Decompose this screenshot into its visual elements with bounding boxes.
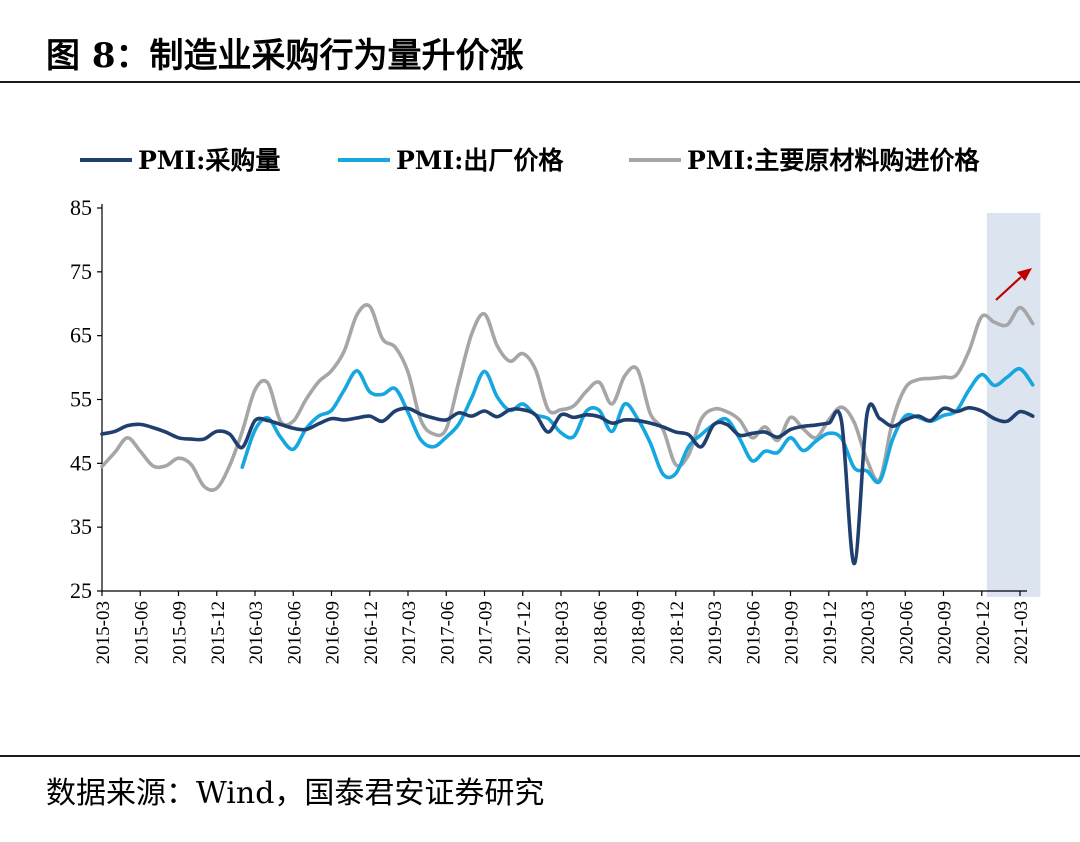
x-tick-label: 2015-03 [93,601,114,664]
y-tick-label: 25 [70,578,92,603]
x-tick-label: 2018-06 [590,601,611,664]
legend-label: PMI:主要原材料购进价格 [687,146,980,175]
x-tick-label: 2015-12 [208,601,229,664]
x-tick-label: 2016-06 [284,601,305,664]
y-tick-label: 35 [70,514,92,539]
x-tick-label: 2017-06 [437,601,458,664]
y-tick-label: 65 [70,323,92,348]
x-tick-label: 2019-06 [743,601,764,664]
y-tick-label: 75 [70,259,92,284]
legend-label: PMI:出厂价格 [396,146,564,175]
y-tick-label: 55 [70,387,92,412]
series-line-2 [100,303,1035,492]
axes: 25 35 45 55 65 75 85 2015-03 2015-06 2015-09 2015-… [70,195,1032,664]
arrow-shaft [995,276,1022,301]
legend-label: PMI:采购量 [138,146,280,175]
x-tick-label: 2020-09 [935,601,956,664]
x-tick-label: 2016-09 [323,601,344,664]
arrow-head [1017,268,1032,281]
x-tick-label: 2016-03 [246,601,267,664]
x-tick-label: 2020-12 [973,601,994,664]
x-tick-label: 2015-09 [170,601,191,664]
footer-rule [0,755,1080,757]
x-tick-label: 2015-06 [131,601,152,664]
x-tick-label: 2019-03 [705,601,726,664]
x-tick-label: 2017-03 [399,601,420,664]
source-note: 数据来源：Wind，国泰君安证券研究 [46,776,545,811]
series-lines [100,303,1035,566]
title-rule [0,81,1080,83]
x-tick-label: 2016-12 [361,601,382,664]
line-chart: PMI:采购量 PMI:出厂价格 PMI:主要原材料购进价格 25 35 45 55 65 7… [70,146,1041,664]
x-tick-label: 2020-06 [896,601,917,664]
x-tick-label: 2018-09 [629,601,650,664]
legend: PMI:采购量 PMI:出厂价格 PMI:主要原材料购进价格 [80,146,980,175]
series-line-1 [240,366,1035,485]
x-tick-label: 2018-12 [667,601,688,664]
x-tick-label: 2018-03 [552,601,573,664]
x-tick-label: 2020-03 [858,601,879,664]
x-tick-label: 2021-03 [1011,601,1032,664]
series-line-0 [100,402,1035,566]
highlight-region [986,213,1041,597]
y-tick-label: 85 [70,195,92,220]
y-tick-label: 45 [70,450,92,475]
x-tick-label: 2019-12 [820,601,841,664]
x-tick-label: 2019-09 [782,601,803,664]
page-title: 图 8：制造业采购行为量升价涨 [46,36,524,76]
trend-arrow [995,268,1032,301]
x-tick-label: 2017-09 [476,601,497,664]
x-tick-label: 2017-12 [514,601,535,664]
